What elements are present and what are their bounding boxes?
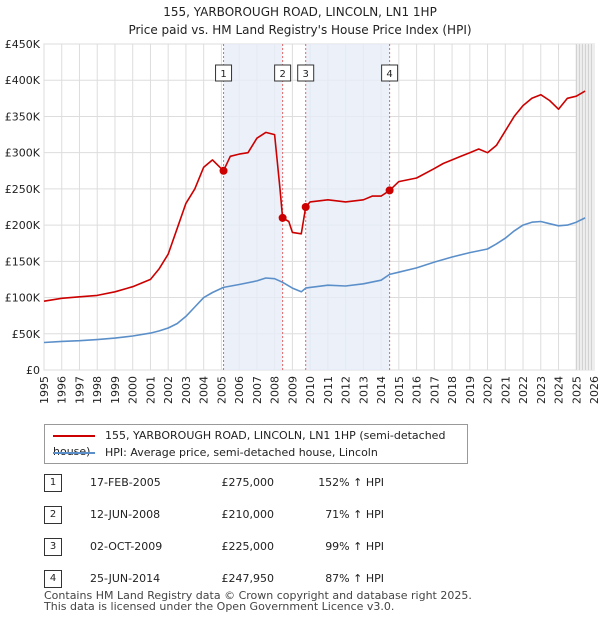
sale-point: [385, 186, 394, 195]
row-date: 12-JUN-2008: [90, 508, 161, 521]
y-tick-label: £300K: [5, 147, 41, 160]
x-tick-label: 1995: [38, 376, 51, 404]
x-tick-label: 1996: [56, 376, 69, 404]
x-tick-label: 2022: [517, 376, 530, 404]
row-price: £247,950: [221, 572, 275, 585]
x-tick-label: 2003: [180, 376, 193, 404]
y-tick-label: £350K: [5, 110, 41, 123]
row-number-badge: 4: [44, 570, 62, 588]
y-tick-label: £200K: [5, 219, 41, 232]
row-date: 02-OCT-2009: [90, 540, 163, 553]
sale-number-label: 3: [303, 69, 309, 80]
x-tick-label: 2009: [286, 376, 299, 404]
x-tick-label: 2002: [162, 376, 175, 404]
price-chart: £0 £50K £100K £150K £200K £250K £300K £350K £400…: [5, 38, 600, 404]
x-tick-label: 2024: [553, 376, 566, 404]
table-row: 4 25-JUN-2014 £247,950 87% ↑ HPI: [44, 570, 464, 588]
y-tick-label: £250K: [5, 183, 41, 196]
row-hpi: 87% ↑ HPI: [325, 572, 384, 585]
sale-point: [301, 203, 310, 211]
row-number-badge: 3: [44, 538, 62, 556]
x-tick-label: 2000: [127, 376, 140, 404]
x-tick-label: 2025: [570, 376, 583, 404]
ownership-band: [305, 44, 390, 370]
sale-number-box: [274, 64, 292, 82]
row-price: £225,000: [221, 540, 275, 553]
y-tick-label: £450K: [5, 38, 41, 51]
legend-item-hpi: HPI: Average price, semi-detached house,…: [53, 445, 378, 461]
table-row: 1 17-FEB-2005 £275,000 152% ↑ HPI: [44, 474, 464, 492]
legend-swatch-hpi: [53, 452, 95, 454]
x-tick-label: 2023: [535, 376, 548, 404]
x-tick-label: 2010: [304, 376, 317, 404]
x-tick-label: 1999: [109, 376, 122, 404]
y-tick-label: £0: [26, 364, 40, 377]
x-tick-label: 2019: [464, 376, 477, 404]
legend-label-hpi: HPI: Average price, semi-detached house,…: [105, 446, 378, 459]
row-price: £275,000: [221, 476, 275, 489]
x-tick-label: 2006: [233, 376, 246, 404]
x-tick-label: 2004: [198, 376, 211, 404]
footer-copyright: Contains HM Land Registry data © Crown c…: [44, 590, 472, 612]
sale-number-box: [297, 64, 315, 82]
sale-number-box: [215, 64, 233, 82]
x-tick-label: 2008: [269, 376, 282, 404]
x-tick-label: 2011: [322, 376, 335, 404]
table-row: 2 12-JUN-2008 £210,000 71% ↑ HPI: [44, 506, 464, 524]
sale-number-label: 1: [220, 69, 226, 80]
row-date: 17-FEB-2005: [90, 476, 161, 489]
x-tick-label: 2018: [446, 376, 459, 404]
x-tick-label: 2012: [340, 376, 353, 404]
y-tick-label: £100K: [5, 292, 41, 305]
sale-number-box: [381, 64, 399, 82]
footer-line-2: This data is licensed under the Open Gov…: [44, 600, 395, 613]
series-line: [43, 217, 586, 344]
row-hpi: 99% ↑ HPI: [325, 540, 384, 553]
x-tick-label: 2017: [428, 376, 441, 404]
footer-line-1: Contains HM Land Registry data © Crown c…: [44, 589, 472, 602]
row-price: £210,000: [221, 508, 275, 521]
y-tick-label: £50K: [12, 328, 41, 341]
chart-title: 155, YARBOROUGH ROAD, LINCOLN, LN1 1HP: [163, 5, 437, 19]
x-tick-label: 2016: [411, 376, 424, 404]
legend-swatch-property: [53, 435, 95, 437]
x-tick-label: 1997: [73, 376, 86, 404]
sale-number-label: 4: [386, 69, 392, 80]
row-date: 25-JUN-2014: [90, 572, 161, 585]
x-tick-label: 2007: [251, 376, 264, 404]
x-tick-label: 2015: [393, 376, 406, 404]
row-number-badge: 1: [44, 474, 62, 492]
sale-number-label: 2: [279, 69, 285, 80]
x-tick-label: 2013: [357, 376, 370, 404]
x-tick-label: 2005: [215, 376, 228, 404]
row-number-badge: 2: [44, 506, 62, 524]
x-tick-label: 2026: [588, 376, 600, 404]
row-hpi: 71% ↑ HPI: [325, 508, 384, 521]
y-tick-label: £400K: [5, 74, 41, 87]
x-tick-label: 2014: [375, 376, 388, 404]
table-row: 3 02-OCT-2009 £225,000 99% ↑ HPI: [44, 538, 464, 556]
chart-subtitle: Price paid vs. HM Land Registry's House …: [128, 23, 472, 37]
legend-item-property: 155, YARBOROUGH ROAD, LINCOLN, LN1 1HP (…: [53, 428, 467, 458]
sale-point: [219, 166, 228, 175]
legend: 155, YARBOROUGH ROAD, LINCOLN, LN1 1HP (…: [44, 424, 468, 464]
sale-point: [278, 213, 287, 222]
legend-label-property: 155, YARBOROUGH ROAD, LINCOLN, LN1 1HP (…: [53, 429, 446, 458]
x-tick-label: 2001: [144, 376, 157, 404]
x-tick-label: 2020: [482, 376, 495, 404]
row-hpi: 152% ↑ HPI: [318, 476, 384, 489]
x-tick-label: 2021: [499, 376, 512, 404]
ownership-band: [223, 44, 283, 370]
y-tick-label: £150K: [5, 255, 41, 268]
x-tick-label: 1998: [91, 376, 104, 404]
